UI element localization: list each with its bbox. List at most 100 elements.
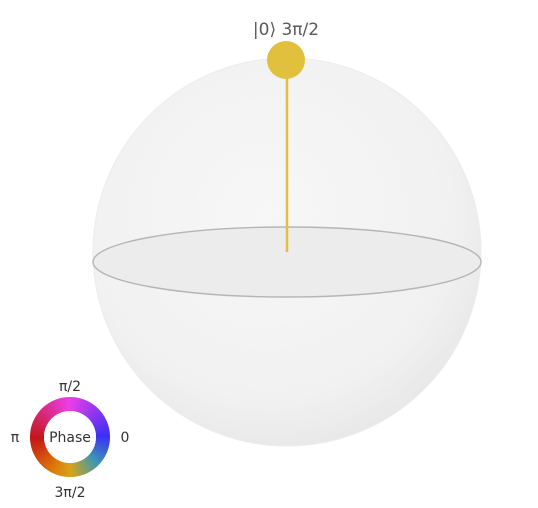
phase-ring-segment — [91, 414, 105, 424]
phase-ring-segment — [95, 434, 111, 437]
phase-ring-segment — [31, 424, 46, 431]
phase-ring-segment — [80, 400, 89, 414]
phase-left-label: π — [11, 430, 20, 446]
phase-ring-segment — [41, 407, 53, 419]
phase-ring-segment — [30, 426, 45, 432]
phase-ring-segment — [55, 461, 63, 476]
phase-ring-segment — [53, 399, 61, 414]
phase-ring-segment — [59, 462, 65, 477]
phase-ring-segment — [55, 398, 62, 413]
phase-ring-segment — [94, 444, 109, 452]
phase-ring-segment — [59, 397, 65, 412]
phase-ring-segment — [47, 402, 57, 416]
phase-ring-segment — [32, 446, 47, 454]
phase-ring-segment — [76, 461, 83, 476]
phase-ring-segment — [63, 397, 68, 412]
phase-ring-segment — [81, 401, 90, 415]
phase-ring-segment — [44, 457, 55, 470]
phase-ring-segment — [57, 461, 64, 476]
phase-ring-segment — [50, 459, 59, 473]
state-label: |0⟩ 3π/2 — [253, 20, 319, 40]
phase-ring-segment — [85, 457, 96, 470]
phase-ring-segment — [37, 411, 50, 422]
phase-ring-segment — [34, 417, 48, 426]
phase-ring-segment — [53, 460, 61, 475]
phase-ring-segment — [36, 413, 49, 424]
phase-ring-segment — [34, 448, 48, 458]
phase-ring-segment — [95, 428, 110, 433]
state-point[interactable] — [267, 41, 305, 79]
phase-ring-segment — [65, 397, 69, 412]
phase-top-label: π/2 — [59, 379, 81, 395]
phase-ring-segment — [30, 442, 45, 448]
phase-ring-segment — [31, 422, 46, 430]
phase-ring-segment — [69, 397, 73, 412]
phase-ring-segment — [95, 436, 111, 440]
phase-ring-segment — [36, 451, 50, 461]
phase-ring-segment — [93, 447, 107, 456]
phase-ring-segment — [30, 434, 45, 438]
phase-ring-segment — [84, 457, 94, 471]
phase-ring-segment — [61, 462, 67, 477]
phase-ring-segment — [80, 460, 89, 474]
phase-ring-segment — [76, 398, 83, 413]
phase-ring-segment — [87, 455, 99, 467]
phase-ring-segment — [78, 461, 85, 476]
phase-ring-segment — [92, 448, 106, 457]
phase-ring-segment — [90, 413, 104, 423]
phase-ring-segment — [38, 410, 51, 421]
phase-color-ring — [30, 397, 111, 477]
phase-ring-segment — [94, 422, 109, 429]
phase-ring-segment — [30, 430, 45, 435]
phase-ring-segment — [75, 462, 81, 477]
phase-ring-segment — [88, 454, 101, 466]
phase-ring-segment — [46, 458, 57, 471]
phase-ring-hole — [44, 411, 96, 463]
phase-ring-segment — [77, 398, 85, 413]
phase-ring-segment — [32, 420, 47, 428]
phase-ring-segment — [88, 408, 100, 420]
phase-ring-segment — [89, 409, 102, 421]
phase-ring-segment — [83, 403, 94, 416]
phase-ring-segment — [30, 441, 45, 446]
phase-ring-segment — [95, 432, 110, 436]
phase-ring-segment — [31, 443, 46, 450]
phase-ring-segment — [35, 415, 49, 425]
phase-ring-segment — [33, 418, 47, 427]
phase-ring-segment — [86, 456, 98, 469]
phase-ring-segment — [93, 446, 108, 454]
phase-ring-segment — [73, 397, 79, 412]
phase-ring-segment — [79, 399, 87, 414]
phase-ring-segment — [37, 452, 50, 463]
phase-ring-segment — [81, 459, 91, 473]
phase-ring-segment — [94, 443, 109, 450]
phase-ring-segment — [75, 397, 81, 412]
phase-legend: Phase π/2 π 0 3π/2 — [11, 379, 130, 501]
phase-ring-segment — [91, 450, 104, 461]
phase-ring-segment — [46, 403, 56, 417]
phase-ring-segment — [38, 453, 51, 465]
phase-ring-segment — [42, 405, 54, 418]
phase-ring-segment — [61, 397, 66, 412]
phase-ring-segment — [51, 460, 60, 474]
phase-ring-segment — [72, 397, 77, 412]
phase-ring-segment — [35, 450, 49, 460]
phase-bottom-label: 3π/2 — [55, 485, 86, 501]
phase-ring-segment — [95, 442, 110, 448]
phase-ring-segment — [57, 398, 64, 413]
phase-ring-segment — [44, 404, 55, 417]
phase-ring-segment — [95, 440, 110, 446]
phase-ring-segment — [86, 405, 97, 418]
phase-ring-segment — [30, 428, 45, 434]
phase-ring-segment — [31, 445, 46, 452]
phase-ring-segment — [90, 411, 103, 422]
phase-ring-segment — [30, 438, 45, 442]
phase-ring-segment — [48, 458, 58, 472]
phase-ring-segment — [94, 424, 109, 431]
phase-ring-segment — [70, 462, 73, 477]
phase-ring-segment — [85, 404, 96, 417]
phase-ring-segment — [40, 454, 52, 466]
phase-ring-segment — [41, 455, 53, 468]
phase-ring-segment — [33, 447, 47, 456]
